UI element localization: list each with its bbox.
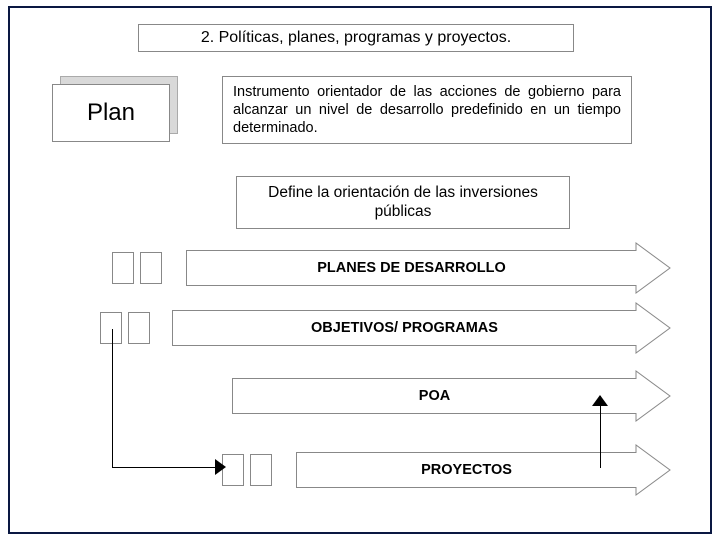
arrow-bar: OBJETIVOS/ PROGRAMAS	[172, 310, 636, 346]
title-box: 2. Políticas, planes, programas y proyec…	[138, 24, 574, 52]
small-box	[100, 312, 122, 344]
small-box	[140, 252, 162, 284]
define-box: Define la orientación de las inversiones…	[236, 176, 570, 229]
description-box: Instrumento orientador de las acciones d…	[222, 76, 632, 144]
small-box	[112, 252, 134, 284]
connector-line	[112, 329, 113, 467]
connector-line	[600, 396, 601, 468]
arrow-head-icon	[635, 370, 671, 422]
title-text: 2. Políticas, planes, programas y proyec…	[201, 29, 511, 46]
arrow-label: OBJETIVOS/ PROGRAMAS	[311, 320, 498, 336]
arrow-bar: PLANES DE DESARROLLO	[186, 250, 636, 286]
arrow-head-icon	[635, 444, 671, 496]
arrow-head-icon	[635, 302, 671, 354]
description-text: Instrumento orientador de las acciones d…	[233, 84, 621, 136]
small-box	[128, 312, 150, 344]
plan-label: Plan	[87, 99, 135, 127]
arrow-bar: PROYECTOS	[296, 452, 636, 488]
arrow-label: PLANES DE DESARROLLO	[317, 260, 506, 276]
connector-line	[112, 467, 216, 468]
small-box	[250, 454, 272, 486]
plan-box: Plan	[52, 84, 170, 142]
connector-arrowhead-icon	[215, 459, 226, 475]
define-text: Define la orientación de las inversiones…	[268, 184, 538, 220]
arrow-label: POA	[419, 388, 450, 404]
arrow-head-icon	[635, 242, 671, 294]
connector-arrowhead-icon	[592, 395, 608, 406]
arrow-label: PROYECTOS	[421, 462, 512, 478]
arrow-bar: POA	[232, 378, 636, 414]
